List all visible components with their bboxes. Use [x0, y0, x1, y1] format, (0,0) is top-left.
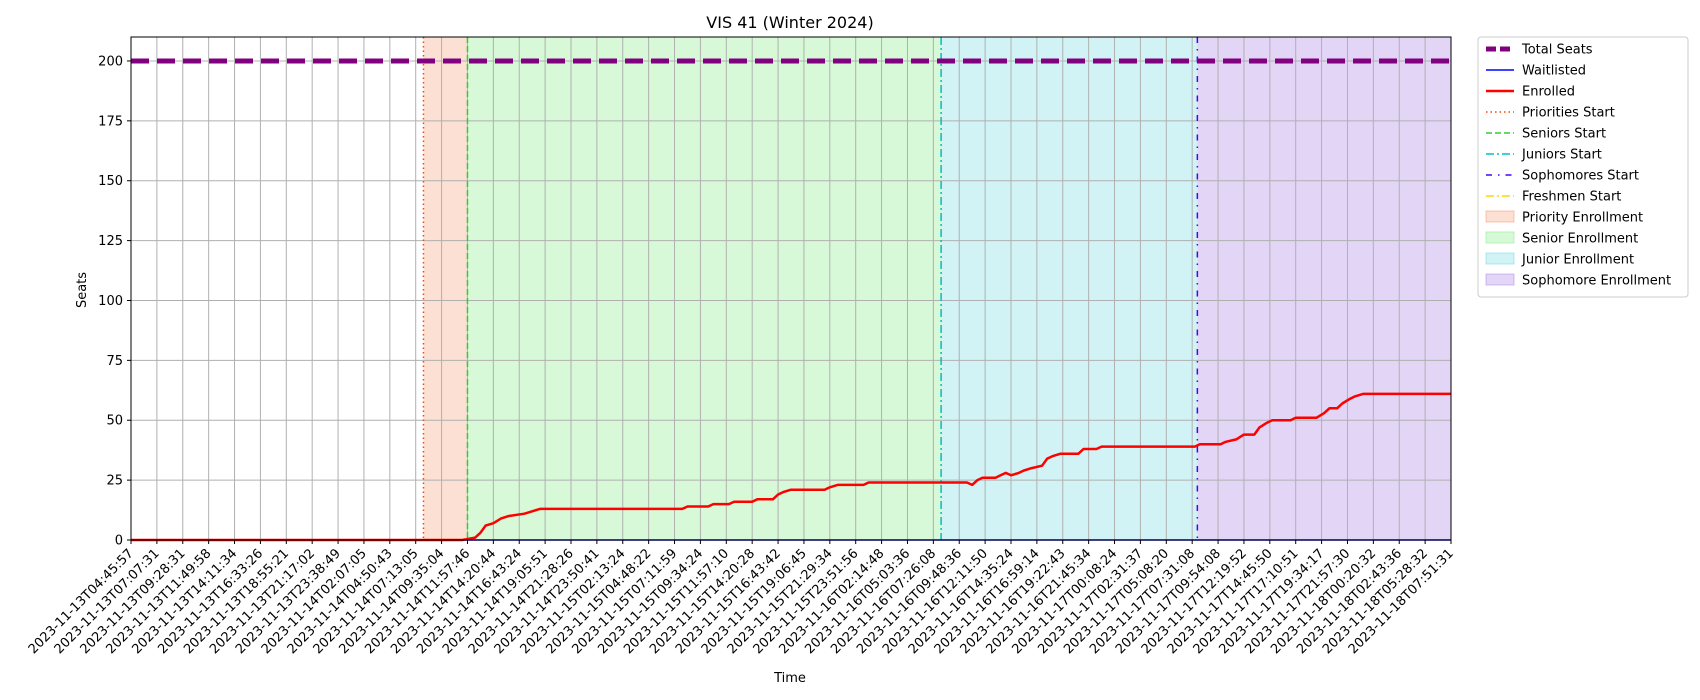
enrollment-regions — [423, 37, 1451, 540]
y-tick-label: 175 — [98, 114, 123, 129]
legend: Total Seats Waitlisted Enrolled Priorities … — [1477, 36, 1689, 298]
legend-label-juniors-start: Juniors Start — [1521, 148, 1602, 163]
legend-box — [1477, 36, 1689, 298]
y-tick-label: 125 — [98, 234, 123, 249]
legend-label-junior-enrollment: Junior Enrollment — [1521, 253, 1634, 268]
legend-label-enrolled: Enrolled — [1522, 85, 1575, 100]
region-senior-enrollment — [467, 37, 942, 540]
legend-label-freshmen-start: Freshmen Start — [1522, 190, 1621, 205]
legend-label-sophomores-start: Sophomores Start — [1522, 169, 1639, 184]
y-tick-label: 100 — [98, 294, 123, 309]
y-tick-label: 50 — [106, 414, 123, 429]
y-tick-label: 0 — [115, 534, 123, 549]
region-sophomore-enrollment — [1197, 37, 1451, 540]
plot-frame — [130, 36, 1452, 541]
x-axis-title: Time — [773, 671, 806, 686]
legend-label-total-seats: Total Seats — [1521, 43, 1593, 58]
y-tick-label: 150 — [98, 174, 123, 189]
region-priority-enrollment — [423, 37, 468, 540]
region-junior-enrollment — [941, 37, 1198, 540]
legend-label-sophomore-enrollment: Sophomore Enrollment — [1522, 274, 1671, 289]
legend-swatch-sophomore-enrollment — [1485, 273, 1515, 286]
legend-label-priorities-start: Priorities Start — [1522, 106, 1615, 121]
legend-swatch-junior-enrollment — [1485, 252, 1515, 265]
series-enrolled — [131, 392, 1451, 542]
legend-label-priority-enrollment: Priority Enrollment — [1522, 211, 1643, 226]
x-axis-ticks: 2023-11-13T04:45:572023-11-13T07:07:3120… — [26, 540, 1457, 657]
phase-start-markers — [422, 37, 1199, 540]
y-tick-label: 200 — [98, 54, 123, 69]
legend-swatch-priority-enrollment — [1485, 210, 1515, 223]
legend-swatch-senior-enrollment — [1485, 231, 1515, 244]
chart-title: VIS 41 (Winter 2024) — [706, 13, 873, 32]
y-tick-label: 75 — [106, 354, 123, 369]
y-axis-ticks: 0 25 50 75 100 125 150 175 200 — [98, 54, 131, 549]
legend-label-waitlisted: Waitlisted — [1522, 64, 1586, 79]
legend-label-seniors-start: Seniors Start — [1522, 127, 1606, 142]
y-axis-title: Seats — [75, 272, 90, 308]
legend-label-senior-enrollment: Senior Enrollment — [1522, 232, 1638, 247]
y-tick-label: 25 — [106, 474, 123, 489]
